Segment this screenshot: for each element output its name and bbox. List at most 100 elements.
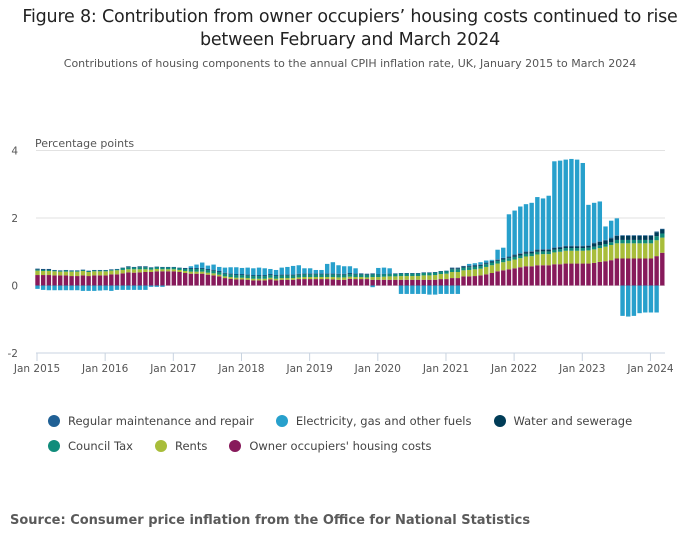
bar-segment-electricity-gas-and-other-fuels[interactable] bbox=[319, 269, 324, 274]
bar-segment-rents[interactable] bbox=[393, 276, 398, 280]
bar-segment-owner-occupiers-housing-costs[interactable] bbox=[268, 279, 273, 286]
bar-segment-rents[interactable] bbox=[404, 276, 409, 280]
bar-segment-regular-maintenance-and-repair[interactable] bbox=[131, 266, 137, 268]
bar-segment-rents[interactable] bbox=[52, 271, 57, 276]
bar-segment-regular-maintenance-and-repair[interactable] bbox=[205, 268, 211, 270]
bar-segment-electricity-gas-and-other-fuels[interactable] bbox=[449, 285, 455, 294]
bar-segment-regular-maintenance-and-repair[interactable] bbox=[472, 264, 478, 266]
bar-segment-rents[interactable] bbox=[330, 277, 336, 280]
bar-segment-owner-occupiers-housing-costs[interactable] bbox=[330, 279, 336, 286]
bar-segment-owner-occupiers-housing-costs[interactable] bbox=[654, 256, 659, 286]
bar-segment-owner-occupiers-housing-costs[interactable] bbox=[97, 275, 103, 286]
bar-segment-rents[interactable] bbox=[438, 274, 443, 280]
bar-segment-owner-occupiers-housing-costs[interactable] bbox=[387, 279, 392, 286]
bar-segment-regular-maintenance-and-repair[interactable] bbox=[552, 247, 557, 249]
bar-segment-rents[interactable] bbox=[495, 263, 500, 272]
bar-segment-owner-occupiers-housing-costs[interactable] bbox=[449, 278, 455, 286]
bar-segment-council-tax[interactable] bbox=[574, 248, 580, 251]
bar-segment-council-tax[interactable] bbox=[302, 274, 307, 278]
bar-segment-regular-maintenance-and-repair[interactable] bbox=[69, 270, 74, 271]
bar-segment-electricity-gas-and-other-fuels[interactable] bbox=[86, 285, 91, 291]
bar-segment-water-and-sewerage[interactable] bbox=[484, 263, 489, 265]
bar-segment-electricity-gas-and-other-fuels[interactable] bbox=[251, 268, 256, 276]
bar-segment-electricity-gas-and-other-fuels[interactable] bbox=[472, 263, 478, 265]
bar-segment-water-and-sewerage[interactable] bbox=[251, 275, 256, 277]
bar-segment-regular-maintenance-and-repair[interactable] bbox=[92, 269, 97, 271]
bar-segment-owner-occupiers-housing-costs[interactable] bbox=[35, 275, 40, 286]
bar-segment-rents[interactable] bbox=[35, 270, 40, 276]
bar-segment-rents[interactable] bbox=[626, 243, 631, 259]
bar-segment-regular-maintenance-and-repair[interactable] bbox=[160, 266, 165, 268]
bar-segment-owner-occupiers-housing-costs[interactable] bbox=[148, 272, 154, 286]
bar-segment-council-tax[interactable] bbox=[557, 249, 563, 252]
bar-segment-rents[interactable] bbox=[313, 277, 319, 280]
bar-segment-regular-maintenance-and-repair[interactable] bbox=[302, 273, 307, 274]
bar-segment-rents[interactable] bbox=[63, 271, 69, 276]
bar-segment-owner-occupiers-housing-costs[interactable] bbox=[285, 279, 290, 286]
bar-segment-rents[interactable] bbox=[552, 252, 557, 265]
bar-segment-owner-occupiers-housing-costs[interactable] bbox=[131, 272, 137, 286]
bar-segment-regular-maintenance-and-repair[interactable] bbox=[461, 265, 466, 267]
bar-segment-regular-maintenance-and-repair[interactable] bbox=[387, 273, 392, 274]
bar-segment-water-and-sewerage[interactable] bbox=[569, 246, 574, 249]
bar-segment-rents[interactable] bbox=[557, 251, 563, 265]
bar-segment-owner-occupiers-housing-costs[interactable] bbox=[466, 276, 472, 286]
bar-segment-owner-occupiers-housing-costs[interactable] bbox=[324, 279, 330, 286]
bar-segment-regular-maintenance-and-repair[interactable] bbox=[438, 270, 443, 272]
bar-segment-regular-maintenance-and-repair[interactable] bbox=[336, 273, 341, 275]
bar-segment-regular-maintenance-and-repair[interactable] bbox=[307, 273, 313, 274]
bar-segment-owner-occupiers-housing-costs[interactable] bbox=[256, 280, 262, 286]
bar-segment-rents[interactable] bbox=[359, 277, 364, 280]
bar-segment-regular-maintenance-and-repair[interactable] bbox=[512, 254, 517, 256]
bar-segment-council-tax[interactable] bbox=[86, 270, 91, 272]
bar-segment-electricity-gas-and-other-fuels[interactable] bbox=[205, 265, 211, 269]
bar-segment-regular-maintenance-and-repair[interactable] bbox=[330, 273, 336, 274]
bar-segment-water-and-sewerage[interactable] bbox=[182, 268, 188, 269]
bar-segment-electricity-gas-and-other-fuels[interactable] bbox=[330, 262, 336, 274]
bar-segment-council-tax[interactable] bbox=[228, 274, 233, 278]
bar-segment-electricity-gas-and-other-fuels[interactable] bbox=[580, 162, 585, 246]
bar-segment-electricity-gas-and-other-fuels[interactable] bbox=[586, 204, 591, 246]
bar-segment-regular-maintenance-and-repair[interactable] bbox=[234, 274, 239, 275]
bar-segment-owner-occupiers-housing-costs[interactable] bbox=[438, 279, 443, 286]
bar-segment-water-and-sewerage[interactable] bbox=[279, 274, 284, 276]
bar-segment-owner-occupiers-housing-costs[interactable] bbox=[92, 275, 97, 286]
bar-segment-regular-maintenance-and-repair[interactable] bbox=[251, 275, 256, 276]
bar-segment-regular-maintenance-and-repair[interactable] bbox=[591, 242, 597, 244]
bar-segment-owner-occupiers-housing-costs[interactable] bbox=[444, 279, 449, 286]
bar-segment-rents[interactable] bbox=[614, 243, 620, 259]
bar-segment-electricity-gas-and-other-fuels[interactable] bbox=[484, 260, 489, 263]
bar-segment-owner-occupiers-housing-costs[interactable] bbox=[80, 275, 86, 286]
bar-segment-electricity-gas-and-other-fuels[interactable] bbox=[455, 285, 461, 294]
bar-segment-electricity-gas-and-other-fuels[interactable] bbox=[120, 285, 125, 290]
bar-segment-regular-maintenance-and-repair[interactable] bbox=[523, 251, 529, 253]
bar-segment-regular-maintenance-and-repair[interactable] bbox=[165, 266, 171, 268]
bar-segment-regular-maintenance-and-repair[interactable] bbox=[256, 275, 262, 276]
bar-segment-owner-occupiers-housing-costs[interactable] bbox=[404, 279, 409, 286]
bar-segment-council-tax[interactable] bbox=[501, 259, 506, 263]
bar-segment-water-and-sewerage[interactable] bbox=[557, 247, 563, 250]
bar-segment-regular-maintenance-and-repair[interactable] bbox=[608, 237, 614, 239]
bar-segment-regular-maintenance-and-repair[interactable] bbox=[614, 235, 620, 236]
bar-segment-owner-occupiers-housing-costs[interactable] bbox=[342, 279, 347, 286]
bar-segment-electricity-gas-and-other-fuels[interactable] bbox=[228, 267, 233, 274]
bar-segment-rents[interactable] bbox=[69, 271, 74, 277]
bar-segment-water-and-sewerage[interactable] bbox=[563, 246, 568, 249]
bar-segment-owner-occupiers-housing-costs[interactable] bbox=[160, 271, 165, 286]
bar-segment-council-tax[interactable] bbox=[353, 274, 358, 278]
bar-segment-rents[interactable] bbox=[432, 275, 438, 280]
bar-segment-rents[interactable] bbox=[131, 269, 137, 273]
bar-segment-owner-occupiers-housing-costs[interactable] bbox=[222, 278, 228, 286]
bar-segment-regular-maintenance-and-repair[interactable] bbox=[631, 235, 637, 236]
bar-segment-regular-maintenance-and-repair[interactable] bbox=[273, 275, 279, 276]
bar-segment-owner-occupiers-housing-costs[interactable] bbox=[631, 258, 637, 286]
bar-segment-water-and-sewerage[interactable] bbox=[313, 273, 319, 275]
bar-segment-rents[interactable] bbox=[546, 254, 551, 266]
bar-segment-owner-occupiers-housing-costs[interactable] bbox=[154, 271, 159, 286]
bar-segment-council-tax[interactable] bbox=[626, 239, 631, 244]
bar-segment-rents[interactable] bbox=[501, 262, 506, 271]
bar-segment-owner-occupiers-housing-costs[interactable] bbox=[86, 276, 91, 286]
bar-segment-rents[interactable] bbox=[569, 250, 574, 264]
bar-segment-water-and-sewerage[interactable] bbox=[591, 243, 597, 247]
bar-segment-council-tax[interactable] bbox=[421, 272, 426, 276]
